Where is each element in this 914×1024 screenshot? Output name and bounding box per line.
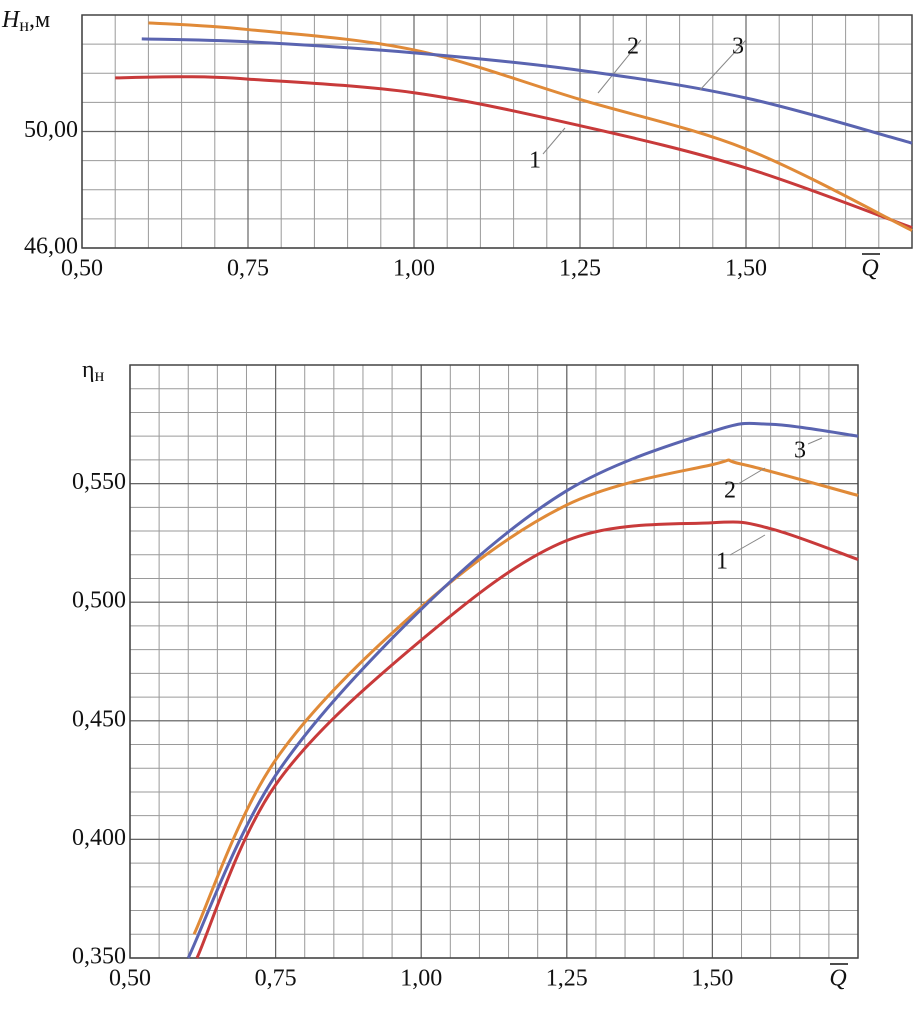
x-tick-label: 0,50: [61, 256, 103, 282]
y-tick-label: 0,400: [72, 825, 126, 851]
y-tick-label: 0,450: [72, 706, 126, 732]
y-tick-label: 50,00: [24, 117, 78, 143]
curve-label: 1: [529, 148, 541, 174]
plot-frame: [129, 364, 859, 959]
leader-line: [542, 127, 566, 155]
leader-line: [807, 437, 823, 445]
y-label-sub: н: [95, 365, 105, 385]
y-tick-label: 0,350: [72, 944, 126, 970]
series-line: [115, 75, 913, 230]
x-axis-label: Q: [829, 966, 846, 992]
y-label-main: η: [82, 357, 95, 383]
curve-label: 2: [724, 478, 736, 504]
series-line: [148, 21, 913, 232]
x-tick-label: 1,25: [546, 966, 588, 992]
leader-line: [699, 39, 747, 91]
y-tick-label: 46,00: [24, 234, 78, 260]
y-label-suffix: ,м: [29, 7, 50, 33]
x-tick-label: 1,00: [400, 966, 442, 992]
x-tick-label: 1,25: [559, 256, 601, 282]
series-line: [192, 458, 859, 935]
series-line: [141, 37, 913, 145]
x-axis-label: Q: [861, 256, 878, 282]
y-axis-label: ηн: [82, 357, 105, 386]
curve-label: 3: [732, 34, 744, 60]
curve-label: 3: [794, 438, 806, 464]
x-tick-label: 1,50: [725, 256, 767, 282]
plot-frame: [81, 14, 913, 249]
y-label-main: H: [1, 7, 21, 33]
y-label-sub: н: [19, 15, 29, 35]
series-line: [186, 421, 859, 959]
y-tick-label: 0,550: [72, 469, 126, 495]
leader-line: [737, 467, 766, 485]
leader-line: [729, 534, 766, 556]
x-tick-label: 0,75: [255, 966, 297, 992]
x-tick-label: 0,75: [227, 256, 269, 282]
series-line: [195, 520, 859, 959]
y-tick-label: 0,500: [72, 588, 126, 614]
curve-label: 1: [716, 549, 728, 575]
x-tick-label: 0,50: [109, 966, 151, 992]
x-tick-label: 1,00: [393, 256, 435, 282]
curve-label: 2: [627, 34, 639, 60]
x-tick-label: 1,50: [691, 966, 733, 992]
leader-line: [597, 39, 642, 94]
y-axis-label: Hн,м: [1, 7, 50, 36]
